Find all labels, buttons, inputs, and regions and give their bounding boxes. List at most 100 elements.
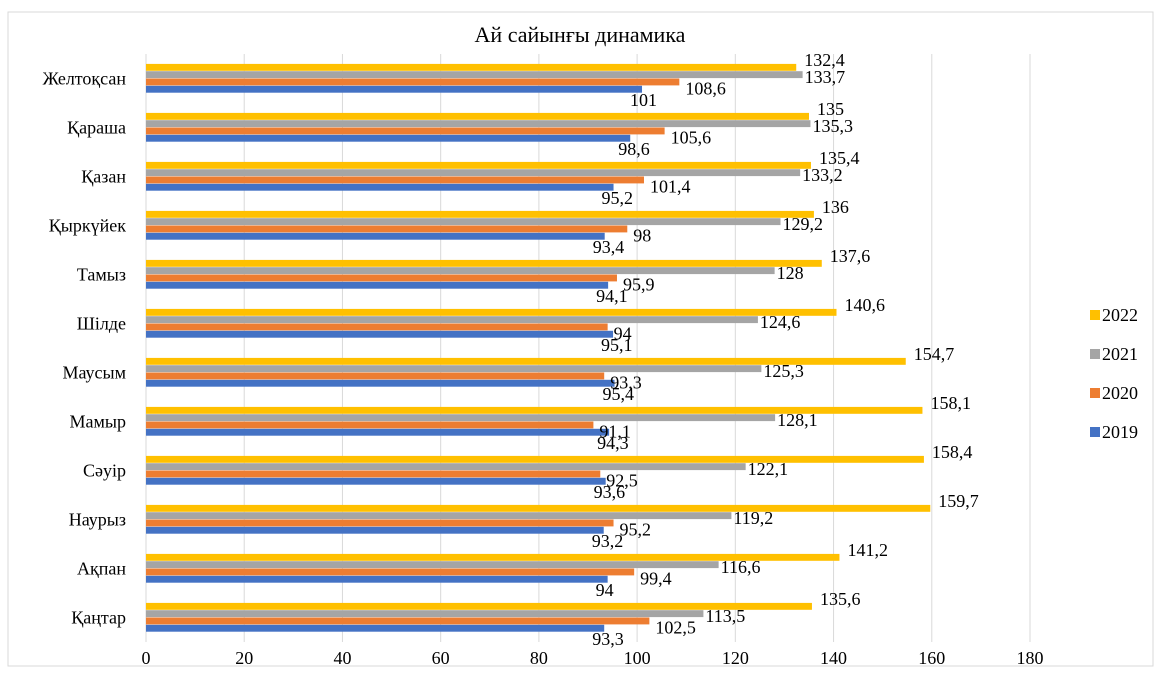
- x-tick-label: 60: [432, 648, 450, 668]
- data-label: 154,7: [914, 344, 955, 364]
- data-label: 122,1: [748, 459, 789, 479]
- data-label: 102,5: [655, 618, 696, 638]
- legend-swatch: [1090, 349, 1100, 359]
- data-label: 129,2: [783, 214, 824, 234]
- data-label: 94: [614, 324, 632, 344]
- x-tick-label: 80: [530, 648, 548, 668]
- bar: [146, 267, 775, 275]
- data-label: 94,3: [597, 433, 629, 453]
- data-label: 133,2: [802, 165, 843, 185]
- bar: [146, 553, 840, 561]
- legend-swatch: [1090, 427, 1100, 437]
- x-tick-label: 40: [333, 648, 351, 668]
- data-label: 98: [633, 226, 651, 246]
- bar: [146, 372, 605, 380]
- data-label: 135,6: [820, 589, 861, 609]
- data-label: 135,4: [819, 148, 860, 168]
- bar: [146, 85, 643, 93]
- data-label: 119,2: [733, 508, 773, 528]
- data-label: 159,7: [938, 491, 979, 511]
- legend-label: 2019: [1102, 422, 1138, 442]
- bar: [146, 470, 601, 478]
- data-label: 93,3: [610, 373, 642, 393]
- data-label: 94: [596, 580, 614, 600]
- data-label: 92,5: [606, 471, 638, 491]
- data-label: 132,4: [804, 50, 845, 70]
- bar: [146, 406, 923, 414]
- bar: [146, 210, 814, 218]
- bar: [146, 71, 803, 79]
- data-label: 95,1: [601, 335, 633, 355]
- data-label: 94,1: [596, 286, 628, 306]
- bar: [146, 259, 822, 267]
- legend-swatch: [1090, 310, 1100, 320]
- legend-label: 2020: [1102, 383, 1138, 403]
- bar: [146, 218, 781, 226]
- data-label: 124,6: [760, 312, 801, 332]
- category-label: Шілде: [77, 314, 126, 334]
- category-label: Наурыз: [69, 510, 126, 530]
- bar: [146, 617, 650, 625]
- bar: [146, 281, 609, 289]
- data-label: 105,6: [671, 128, 712, 148]
- bar: [146, 161, 811, 169]
- data-label: 125,3: [763, 361, 804, 381]
- category-label: Қазан: [81, 167, 126, 187]
- x-tick-label: 140: [820, 648, 847, 668]
- bar: [146, 78, 680, 86]
- bar: [146, 602, 812, 610]
- bar: [146, 526, 604, 534]
- data-label: 137,6: [830, 246, 871, 266]
- data-label: 98,6: [618, 139, 650, 159]
- data-label: 140,6: [845, 295, 886, 315]
- data-label: 93,2: [592, 531, 624, 551]
- category-label: Мамыр: [70, 412, 126, 432]
- bar: [146, 176, 644, 184]
- bar: [146, 568, 635, 576]
- x-tick-label: 100: [624, 648, 651, 668]
- bar: [146, 274, 617, 282]
- category-label: Қыркүйек: [49, 216, 126, 236]
- legend-label: 2021: [1102, 344, 1138, 364]
- data-label: 93,4: [593, 237, 625, 257]
- bar: [146, 169, 801, 177]
- category-label: Қаңтар: [71, 608, 126, 628]
- category-label: Қараша: [67, 118, 126, 138]
- bar: [146, 308, 837, 316]
- bar: [146, 183, 614, 191]
- category-label: Маусым: [62, 363, 126, 383]
- bar: [146, 624, 605, 632]
- data-label: 135: [817, 99, 844, 119]
- data-label: 158,1: [930, 393, 971, 413]
- x-tick-label: 160: [918, 648, 945, 668]
- bar: [146, 428, 610, 436]
- legend-label: 2022: [1102, 305, 1138, 325]
- data-label: 128,1: [777, 410, 818, 430]
- bar: [146, 365, 762, 373]
- bar: [146, 477, 606, 485]
- x-tick-label: 180: [1017, 648, 1044, 668]
- bar: [146, 323, 608, 331]
- data-label: 141,2: [847, 540, 888, 560]
- bar: [146, 575, 608, 583]
- bar: [146, 455, 924, 463]
- bar: [146, 561, 719, 569]
- bar: [146, 127, 665, 135]
- bar: [146, 330, 614, 338]
- data-label: 133,7: [805, 67, 846, 87]
- category-label: Ақпан: [77, 559, 126, 579]
- data-label: 95,2: [620, 520, 652, 540]
- data-label: 101: [630, 90, 657, 110]
- x-tick-label: 0: [142, 648, 151, 668]
- bar: [146, 112, 809, 120]
- bar: [146, 519, 614, 527]
- chart-title: Ай сайынғы динамика: [475, 22, 686, 47]
- bar: [146, 463, 746, 471]
- category-label: Сәуір: [83, 461, 126, 481]
- bar: [146, 316, 758, 324]
- bar: [146, 357, 906, 365]
- category-label: Тамыз: [77, 265, 126, 285]
- data-label: 93,6: [594, 482, 626, 502]
- data-label: 99,4: [640, 569, 672, 589]
